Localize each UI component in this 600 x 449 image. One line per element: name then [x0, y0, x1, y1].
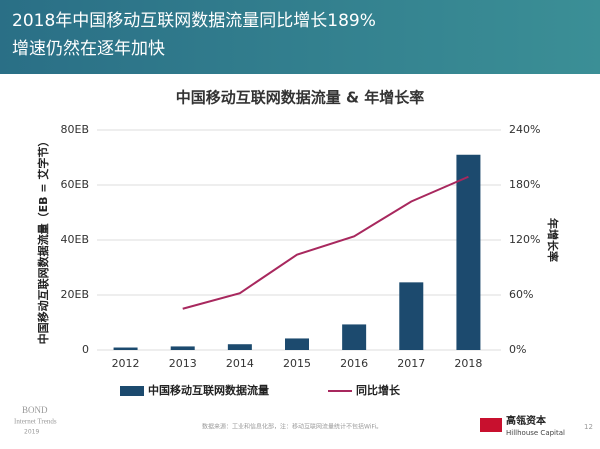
x-tick-label: 2014: [226, 357, 254, 370]
logo-en: Hillhouse Capital: [506, 429, 565, 437]
y-tick-label: 20EB: [61, 288, 90, 301]
bar: [456, 154, 481, 350]
x-tick-label: 2013: [169, 357, 197, 370]
bar: [399, 282, 424, 350]
x-tick-label: 2018: [454, 357, 482, 370]
x-tick-label: 2016: [340, 357, 368, 370]
y2-tick-label: 180%: [509, 178, 540, 191]
y2-tick-label: 0%: [509, 343, 526, 356]
x-tick-label: 2015: [283, 357, 311, 370]
line: [182, 175, 469, 310]
slide-subtitle: 增速仍然在逐年加快: [12, 39, 165, 59]
y2-tick-label: 240%: [509, 123, 540, 136]
page-number: 12: [584, 423, 593, 431]
y-tick-label: 80EB: [61, 123, 90, 136]
y2-tick-label: 60%: [509, 288, 533, 301]
bar: [170, 346, 195, 350]
logo-text: 高瓴资本: [506, 414, 547, 427]
brand-year: 2019: [24, 429, 39, 436]
legend-label: 同比增长: [356, 383, 401, 397]
y2-axis-label: 年增长率: [546, 218, 560, 262]
y-tick-label: 60EB: [61, 178, 90, 191]
brand: BOND: [22, 405, 48, 415]
bar: [285, 338, 309, 350]
legend-swatch: [120, 386, 144, 396]
bar: [227, 344, 252, 350]
chart-title: 中国移动互联网数据流量 & 年增长率: [176, 89, 425, 107]
y-tick-label: 0: [82, 343, 89, 356]
bar: [342, 324, 367, 350]
bar: [113, 347, 138, 350]
legend-label: 中国移动互联网数据流量: [148, 383, 269, 397]
y2-tick-label: 120%: [509, 233, 540, 246]
brand-sub: Internet Trends: [14, 418, 57, 426]
slide-title: 2018年中国移动互联网数据流量同比增长189%: [12, 11, 376, 31]
x-tick-label: 2012: [112, 357, 140, 370]
y-axis-label: 中国移动互联网数据流量（EB = 艾字节）: [36, 136, 50, 345]
logo-mark: [480, 418, 502, 432]
source-note: 数据来源：工业和信息化部，注：移动互联网流量统计不包括WiFi。: [202, 423, 382, 431]
header-band: [0, 0, 600, 74]
y-tick-label: 40EB: [61, 233, 90, 246]
x-tick-label: 2017: [397, 357, 425, 370]
